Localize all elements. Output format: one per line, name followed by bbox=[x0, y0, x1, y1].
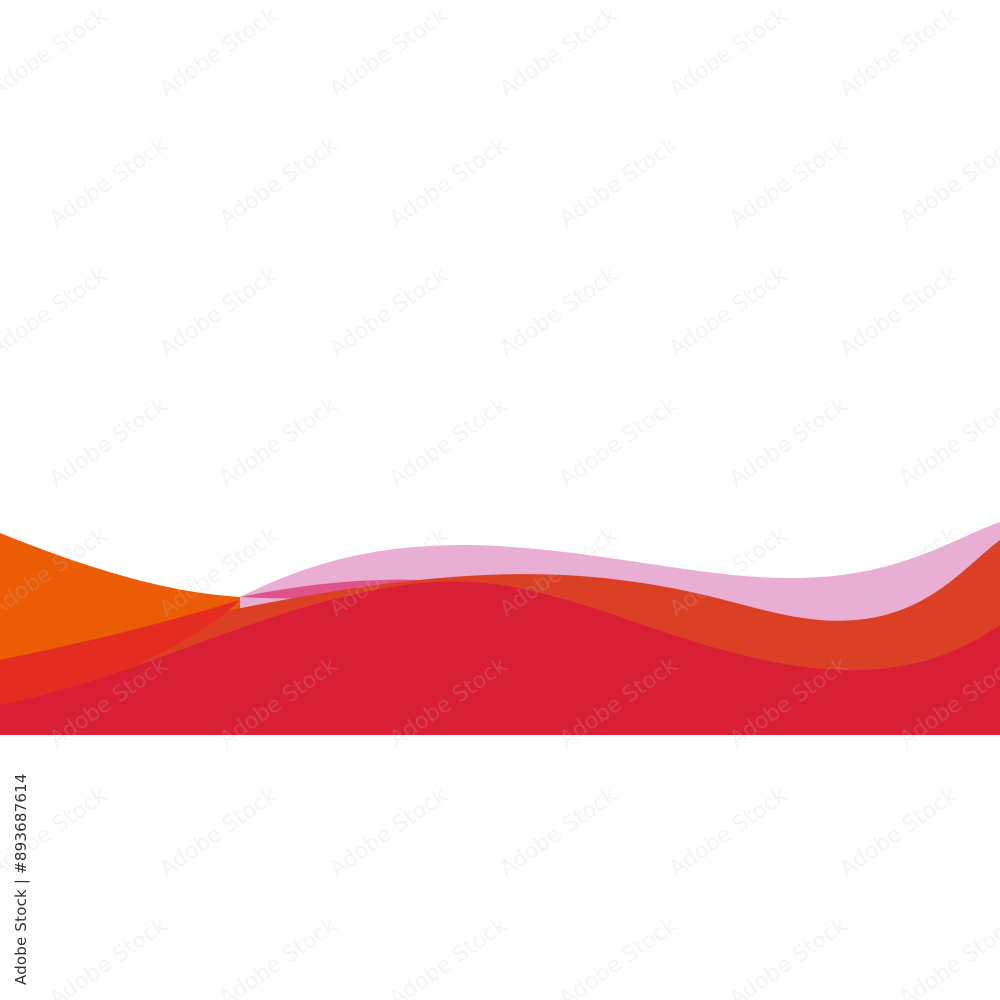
left-overlap bbox=[0, 600, 240, 705]
pink-overlap bbox=[240, 578, 440, 599]
stock-id-label: Adobe Stock | #893687614 bbox=[12, 773, 30, 985]
red-wave bbox=[0, 581, 1000, 735]
